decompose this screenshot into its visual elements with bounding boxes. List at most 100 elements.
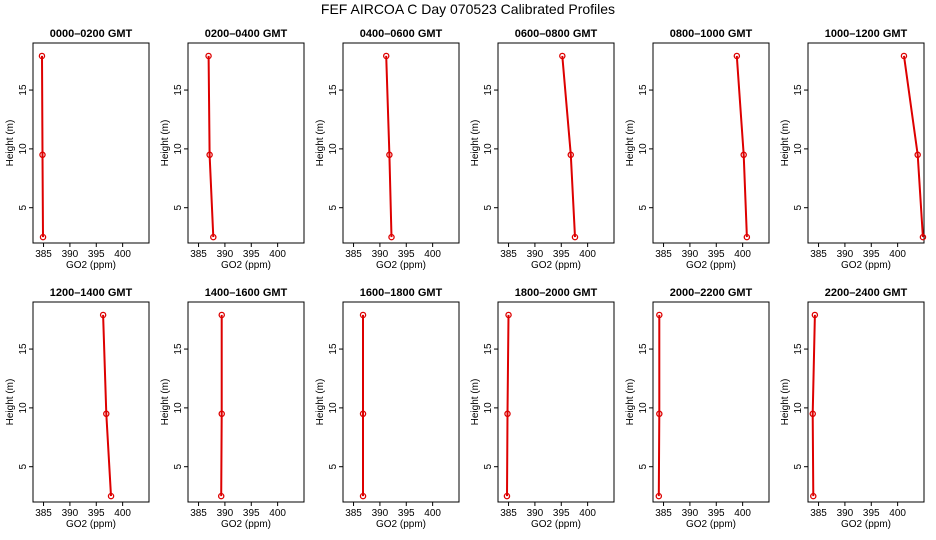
x-axis-label: GO2 (ppm) — [376, 519, 426, 530]
x-tick-label: 395 — [398, 508, 415, 519]
y-tick-label: 15 — [483, 343, 494, 355]
panel-2: 0400–0600 GMT 385 390 395 400 5 10 15 GO2 (ppm) H… — [315, 28, 460, 271]
x-tick-label: 385 — [500, 508, 517, 519]
y-axis-label: Height (m) — [5, 379, 16, 426]
data-point — [505, 311, 512, 319]
y-tick-label: 15 — [483, 84, 494, 96]
x-tick-label: 390 — [217, 508, 234, 519]
x-tick-label: 385 — [190, 508, 207, 519]
x-tick-label: 390 — [682, 508, 699, 519]
panel-title: 0800–1000 GMT — [670, 28, 753, 40]
x-tick-label: 385 — [35, 508, 52, 519]
x-axis-label: GO2 (ppm) — [841, 519, 891, 530]
x-tick-label: 400 — [734, 249, 751, 260]
plot-frame — [652, 301, 770, 503]
profile-line — [220, 314, 223, 497]
y-axis-label: Height (m) — [160, 379, 171, 426]
profile-line — [506, 314, 510, 497]
x-tick-label: 395 — [88, 508, 105, 519]
x-tick-label: 395 — [708, 249, 725, 260]
y-tick-label: 10 — [173, 143, 184, 155]
data-point — [388, 233, 395, 241]
x-tick-label: 390 — [62, 249, 79, 260]
profile-line — [811, 314, 816, 497]
panel-title: 1400–1600 GMT — [205, 287, 288, 299]
profile-line — [102, 314, 112, 497]
y-tick-label: 10 — [18, 402, 29, 414]
data-point — [359, 410, 367, 418]
data-point — [656, 410, 663, 418]
y-tick-label: 10 — [328, 402, 339, 414]
y-tick-label: 15 — [328, 343, 339, 355]
y-tick-label: 5 — [793, 204, 804, 210]
x-tick-label: 385 — [35, 249, 52, 260]
y-axis-label: Height (m) — [780, 379, 791, 426]
data-point — [919, 233, 927, 241]
data-point — [39, 233, 47, 241]
x-tick-label: 385 — [500, 249, 517, 260]
x-tick-label: 400 — [269, 249, 286, 260]
data-point — [218, 311, 225, 319]
x-axis-label: GO2 (ppm) — [686, 519, 736, 530]
panel-title: 1600–1800 GMT — [360, 287, 443, 299]
data-point — [210, 233, 217, 241]
plot-frame — [187, 301, 305, 503]
plot-frame — [497, 42, 615, 244]
data-point — [217, 492, 225, 500]
y-tick-label: 5 — [18, 463, 29, 469]
data-point — [740, 151, 747, 159]
x-tick-label: 390 — [527, 249, 544, 260]
x-tick-label: 395 — [553, 508, 570, 519]
data-point — [655, 492, 663, 500]
data-point — [733, 52, 741, 60]
plot-frame — [32, 301, 150, 503]
x-tick-label: 385 — [810, 249, 827, 260]
y-tick-label: 15 — [793, 343, 804, 355]
y-tick-label: 10 — [483, 143, 494, 155]
data-point — [39, 151, 46, 159]
x-tick-label: 390 — [527, 508, 544, 519]
x-tick-label: 385 — [655, 508, 672, 519]
x-tick-label: 395 — [863, 249, 880, 260]
y-axis-label: Height (m) — [625, 379, 636, 426]
x-tick-label: 390 — [682, 249, 699, 260]
plot-frame — [652, 42, 770, 244]
plot-frame — [497, 301, 615, 503]
panel-3: 0600–0800 GMT 385 390 395 400 5 10 15 GO2 (ppm) H… — [470, 28, 615, 271]
x-axis-label: GO2 (ppm) — [841, 260, 891, 271]
data-point — [900, 52, 908, 60]
y-axis-label: Height (m) — [315, 120, 326, 167]
data-point — [103, 410, 110, 418]
chart-main-title: FEF AIRCOA C Day 070523 Calibrated Profi… — [320, 1, 616, 17]
y-tick-label: 10 — [638, 143, 649, 155]
panel-4: 0800–1000 GMT 385 390 395 400 5 10 15 GO2 (ppm) H… — [625, 28, 770, 271]
y-tick-label: 5 — [18, 204, 29, 210]
plot-frame — [807, 301, 925, 503]
x-axis-label: GO2 (ppm) — [66, 260, 116, 271]
x-tick-label: 385 — [655, 249, 672, 260]
x-tick-label: 395 — [88, 249, 105, 260]
panel-title: 0400–0600 GMT — [360, 28, 443, 40]
panel-title: 2000–2200 GMT — [670, 287, 753, 299]
profile-line — [903, 55, 924, 238]
y-tick-label: 5 — [638, 204, 649, 210]
panel-title: 0000–0200 GMT — [50, 28, 133, 40]
panel-title: 0200–0400 GMT — [205, 28, 288, 40]
panel-title: 1000–1200 GMT — [825, 28, 908, 40]
x-tick-label: 400 — [269, 508, 286, 519]
x-tick-label: 390 — [62, 508, 79, 519]
y-tick-label: 10 — [483, 402, 494, 414]
x-axis-label: GO2 (ppm) — [66, 519, 116, 530]
x-tick-label: 400 — [889, 249, 906, 260]
y-tick-label: 15 — [18, 84, 29, 96]
data-point — [38, 52, 46, 60]
y-tick-label: 15 — [328, 84, 339, 96]
x-axis-label: GO2 (ppm) — [221, 519, 271, 530]
y-axis-label: Height (m) — [470, 379, 481, 426]
x-tick-label: 385 — [345, 249, 362, 260]
panel-title: 1200–1400 GMT — [50, 287, 133, 299]
y-tick-label: 5 — [793, 463, 804, 469]
panel-0: 0000–0200 GMT 385 390 395 400 5 10 15 GO2 (ppm) H… — [5, 28, 150, 271]
profile-line — [41, 55, 44, 238]
panel-5: 1000–1200 GMT 385 390 395 400 5 10 15 GO2 (ppm) H… — [780, 28, 927, 271]
